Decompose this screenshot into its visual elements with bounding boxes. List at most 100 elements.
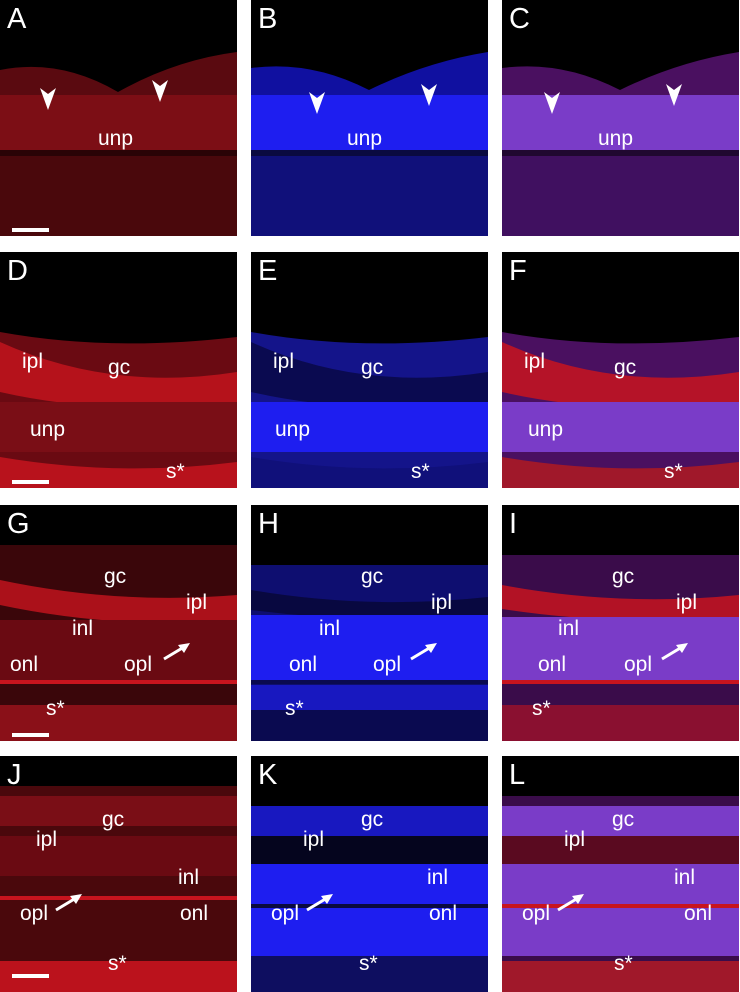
panel-k-label-inl: inl bbox=[427, 866, 449, 889]
panel-j-label-opl: opl bbox=[20, 902, 49, 925]
panel-l-label-inl: inl bbox=[674, 866, 696, 889]
panel-h-label-opl: opl bbox=[373, 653, 402, 676]
panel-j-label-onl: onl bbox=[180, 902, 209, 925]
scale-bar bbox=[12, 480, 49, 484]
panel-b-image bbox=[251, 0, 488, 236]
panel-j-label-inl: inl bbox=[178, 866, 200, 889]
panel-a-image bbox=[0, 0, 237, 236]
arrowhead-icon bbox=[421, 84, 437, 106]
panel-c: C unp bbox=[502, 0, 739, 236]
scale-bar bbox=[12, 733, 49, 737]
panel-l-letter: L bbox=[509, 759, 526, 791]
panel-h-label-ipl: ipl bbox=[431, 591, 453, 614]
panel-f-label-gc: gc bbox=[614, 356, 637, 379]
panel-i-label-opl: opl bbox=[624, 653, 653, 676]
panel-e-label-gc: gc bbox=[361, 356, 384, 379]
panel-b-label-unp: unp bbox=[347, 127, 383, 150]
panel-c-image bbox=[502, 0, 739, 236]
scale-bar bbox=[12, 228, 49, 232]
panel-i-label-ipl: ipl bbox=[676, 591, 698, 614]
panel-h-label-s: s* bbox=[285, 697, 304, 720]
arrow-icon bbox=[557, 894, 584, 912]
panel-i-image bbox=[502, 505, 739, 741]
panel-c-letter: C bbox=[509, 3, 530, 35]
panel-a-label-unp: unp bbox=[98, 127, 134, 150]
panel-h-label-inl: inl bbox=[319, 617, 341, 640]
panel-a: A unp bbox=[0, 0, 237, 236]
arrowhead-icon bbox=[309, 92, 325, 114]
panel-d-letter: D bbox=[7, 255, 28, 287]
panel-l-label-opl: opl bbox=[522, 902, 551, 925]
panel-d: D ipl gc unp s* bbox=[0, 252, 237, 488]
panel-l-label-onl: onl bbox=[684, 902, 713, 925]
panel-g-label-inl: inl bbox=[72, 617, 94, 640]
panel-k-label-ipl: ipl bbox=[303, 828, 325, 851]
arrowhead-icon bbox=[40, 88, 56, 110]
panel-j-label-s: s* bbox=[108, 952, 127, 975]
panel-d-label-gc: gc bbox=[108, 356, 131, 379]
panel-l: L gc ipl inl opl onl s* bbox=[502, 756, 739, 992]
panel-g-letter: G bbox=[7, 508, 30, 540]
panel-k-label-s: s* bbox=[359, 952, 378, 975]
panel-j-letter: J bbox=[7, 759, 22, 791]
panel-d-image bbox=[0, 252, 237, 488]
panel-f-image bbox=[502, 252, 739, 488]
panel-j-label-gc: gc bbox=[102, 808, 125, 831]
panel-j: J gc ipl inl opl onl s* bbox=[0, 756, 237, 992]
panel-b: B unp bbox=[251, 0, 488, 236]
panel-d-label-ipl: ipl bbox=[22, 350, 44, 373]
panel-i-label-inl: inl bbox=[558, 617, 580, 640]
panel-j-label-ipl: ipl bbox=[36, 828, 58, 851]
panel-g-label-s: s* bbox=[46, 697, 65, 720]
panel-g-label-opl: opl bbox=[124, 653, 153, 676]
panel-f-letter: F bbox=[509, 255, 527, 287]
arrow-icon bbox=[55, 894, 82, 912]
panel-l-label-ipl: ipl bbox=[564, 828, 586, 851]
panel-d-label-s: s* bbox=[166, 460, 185, 483]
panel-g: G gc ipl inl onl opl s* bbox=[0, 505, 237, 741]
panel-h-image bbox=[251, 505, 488, 741]
panel-e-label-s: s* bbox=[411, 460, 430, 483]
panel-g-label-ipl: ipl bbox=[186, 591, 208, 614]
panel-l-label-gc: gc bbox=[612, 808, 635, 831]
panel-b-letter: B bbox=[258, 3, 278, 35]
arrowhead-icon bbox=[152, 80, 168, 102]
panel-i-label-onl: onl bbox=[538, 653, 567, 676]
arrowhead-icon bbox=[666, 84, 682, 106]
panel-e-image bbox=[251, 252, 488, 488]
panel-l-label-s: s* bbox=[614, 952, 633, 975]
panel-h-letter: H bbox=[258, 508, 279, 540]
panel-e-letter: E bbox=[258, 255, 278, 287]
panel-k-label-opl: opl bbox=[271, 902, 300, 925]
scale-bar bbox=[12, 974, 49, 978]
panel-e-label-unp: unp bbox=[275, 418, 311, 441]
panel-g-image bbox=[0, 505, 237, 741]
arrow-icon bbox=[410, 643, 437, 661]
arrow-icon bbox=[163, 643, 190, 661]
panel-d-label-unp: unp bbox=[30, 418, 66, 441]
arrowhead-icon bbox=[544, 92, 560, 114]
arrow-icon bbox=[661, 643, 688, 661]
panel-i-label-gc: gc bbox=[612, 565, 635, 588]
panel-a-letter: A bbox=[7, 3, 27, 35]
panel-k-label-gc: gc bbox=[361, 808, 384, 831]
panel-f: F ipl gc unp s* bbox=[502, 252, 739, 488]
panel-i-label-s: s* bbox=[532, 697, 551, 720]
panel-h-label-onl: onl bbox=[289, 653, 318, 676]
panel-i-letter: I bbox=[509, 508, 518, 540]
panel-e: E ipl gc unp s* bbox=[251, 252, 488, 488]
panel-c-label-unp: unp bbox=[598, 127, 634, 150]
panel-k-letter: K bbox=[258, 759, 278, 791]
panel-f-label-s: s* bbox=[664, 460, 683, 483]
panel-f-label-unp: unp bbox=[528, 418, 564, 441]
panel-e-label-ipl: ipl bbox=[273, 350, 295, 373]
panel-f-label-ipl: ipl bbox=[524, 350, 546, 373]
panel-g-label-onl: onl bbox=[10, 653, 39, 676]
panel-h-label-gc: gc bbox=[361, 565, 384, 588]
panel-l-image bbox=[502, 756, 739, 992]
panel-k: K gc ipl inl opl onl s* bbox=[251, 756, 488, 992]
panel-g-label-gc: gc bbox=[104, 565, 127, 588]
arrow-icon bbox=[306, 894, 333, 912]
panel-i: I gc ipl inl onl opl s* bbox=[502, 505, 739, 741]
panel-h: H gc ipl inl onl opl s* bbox=[251, 505, 488, 741]
